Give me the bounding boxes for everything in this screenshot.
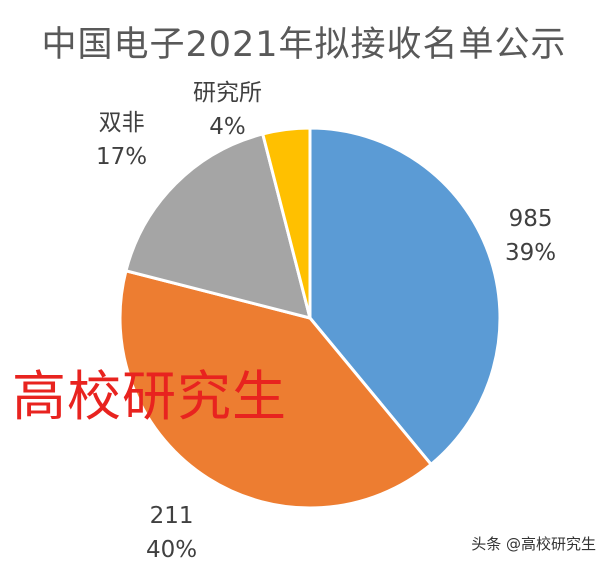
slice-985 (308, 126, 502, 466)
slice-percent-985: 39% (505, 240, 557, 266)
source-credit: 头条 @高校研究生 (471, 535, 596, 553)
slice-percent-yanjiusuo: 4% (209, 114, 246, 140)
slice-category-shuangfei: 双非 (98, 110, 145, 136)
slice-category-yanjiusuo: 研究所 (193, 80, 262, 106)
slice-shuangfei (124, 132, 312, 320)
slice-percent-shuangfei: 17% (96, 144, 148, 170)
slice-percent-211: 40% (146, 537, 198, 563)
slice-category-985: 985 (508, 206, 553, 232)
watermark-text: 高校研究生 (12, 365, 287, 428)
pie-slices (118, 126, 502, 510)
chart-title: 中国电子2021年拟接收名单公示 (41, 25, 567, 65)
slice-211 (118, 269, 433, 510)
slice-label-shuangfei: 双非 17% (96, 106, 147, 174)
slice-label-985: 985 39% (505, 202, 556, 270)
slice-category-211: 211 (149, 503, 194, 529)
slice-label-yanjiusuo: 研究所 4% (193, 76, 262, 144)
slice-yanjiusuo (261, 126, 312, 320)
slice-label-211: 211 40% (146, 499, 197, 567)
